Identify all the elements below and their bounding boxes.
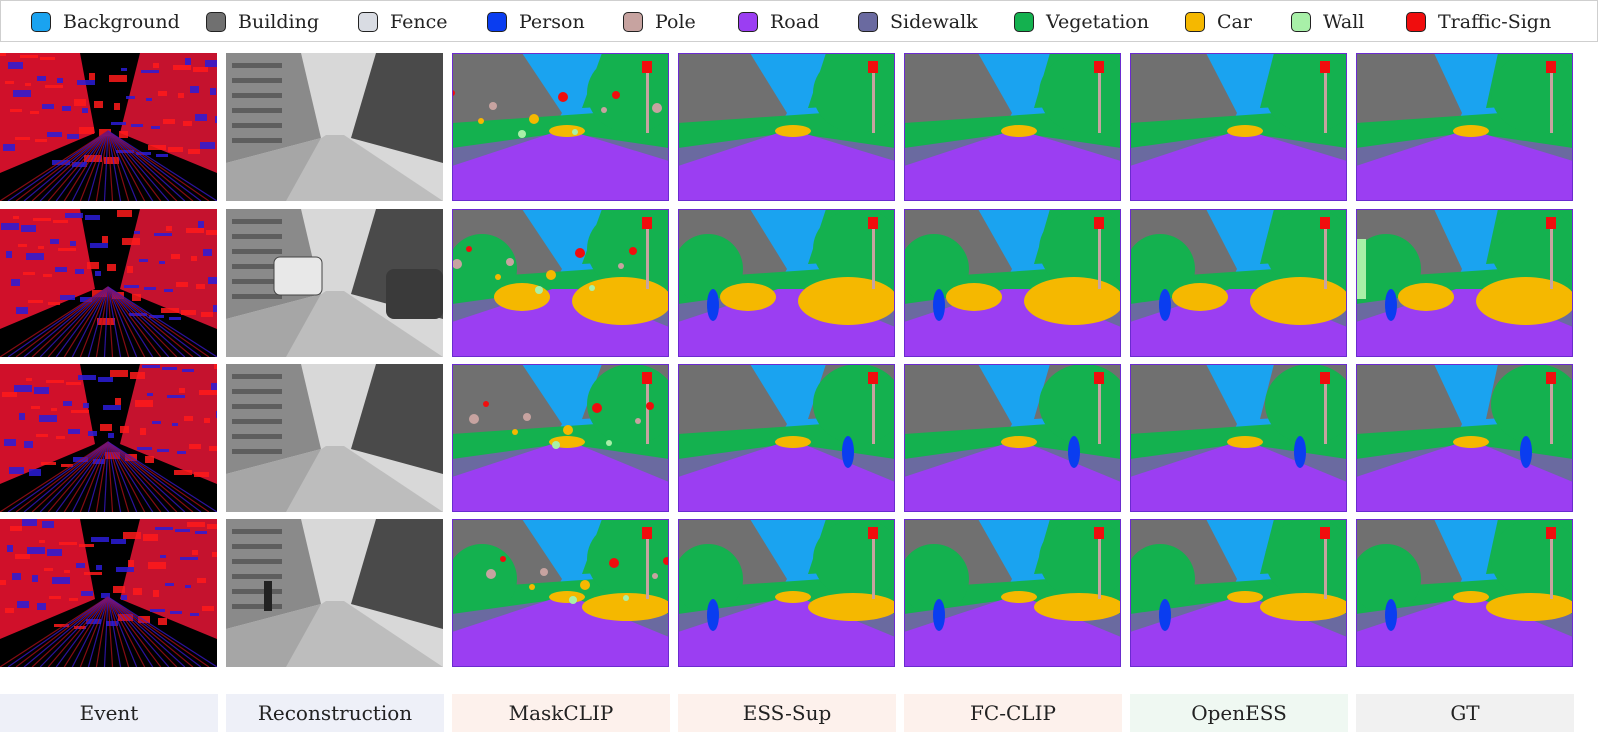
legend-label-building: Building xyxy=(238,11,319,33)
image-reconstruction-row-3 xyxy=(226,364,443,512)
panel-gt-row-3 xyxy=(1356,364,1573,512)
column-label-event: Event xyxy=(0,694,218,732)
image-ess-sup-row-1 xyxy=(678,53,895,201)
legend-label-road: Road xyxy=(770,11,820,33)
image-gt-row-1 xyxy=(1356,53,1573,201)
legend-item-building: Building xyxy=(206,1,319,43)
panel-gt-row-4 xyxy=(1356,519,1573,667)
legend-swatch-road xyxy=(738,12,758,32)
legend-label-fence: Fence xyxy=(390,11,448,33)
column-label-fc-clip: FC-CLIP xyxy=(904,694,1122,732)
column-label-openess: OpenESS xyxy=(1130,694,1348,732)
image-gt-row-3 xyxy=(1356,364,1573,512)
panel-openess-row-2 xyxy=(1130,209,1347,357)
column-label-ess-sup: ESS-Sup xyxy=(678,694,896,732)
image-maskclip-row-1 xyxy=(452,53,669,201)
image-openess-row-1 xyxy=(1130,53,1347,201)
panel-fc-clip-row-4 xyxy=(904,519,1121,667)
image-event-row-4 xyxy=(0,519,217,667)
panel-ess-sup-row-2 xyxy=(678,209,895,357)
panel-event-row-3 xyxy=(0,364,217,512)
panel-openess-row-3 xyxy=(1130,364,1347,512)
image-gt-row-4 xyxy=(1356,519,1573,667)
panel-maskclip-row-3 xyxy=(452,364,669,512)
legend-item-traffic-sign: Traffic-Sign xyxy=(1406,1,1551,43)
panel-fc-clip-row-3 xyxy=(904,364,1121,512)
panel-fc-clip-row-1 xyxy=(904,53,1121,201)
column-label-reconstruction: Reconstruction xyxy=(226,694,444,732)
panel-ess-sup-row-3 xyxy=(678,364,895,512)
image-maskclip-row-2 xyxy=(452,209,669,357)
panel-event-row-4 xyxy=(0,519,217,667)
image-fc-clip-row-3 xyxy=(904,364,1121,512)
panel-reconstruction-row-4 xyxy=(226,519,443,667)
legend-swatch-traffic-sign xyxy=(1406,12,1426,32)
column-label-gt: GT xyxy=(1356,694,1574,732)
legend-label-pole: Pole xyxy=(655,11,696,33)
legend-item-pole: Pole xyxy=(623,1,696,43)
legend-item-sidewalk: Sidewalk xyxy=(858,1,978,43)
image-openess-row-4 xyxy=(1130,519,1347,667)
panel-maskclip-row-4 xyxy=(452,519,669,667)
panel-ess-sup-row-1 xyxy=(678,53,895,201)
panel-openess-row-4 xyxy=(1130,519,1347,667)
legend-item-vegetation: Vegetation xyxy=(1014,1,1149,43)
panel-event-row-2 xyxy=(0,209,217,357)
legend-label-background: Background xyxy=(63,11,180,33)
image-fc-clip-row-4 xyxy=(904,519,1121,667)
image-openess-row-2 xyxy=(1130,209,1347,357)
legend-swatch-background xyxy=(31,12,51,32)
legend-item-fence: Fence xyxy=(358,1,448,43)
legend-swatch-pole xyxy=(623,12,643,32)
legend-label-vegetation: Vegetation xyxy=(1046,11,1149,33)
column-label-maskclip: MaskCLIP xyxy=(452,694,670,732)
panel-maskclip-row-2 xyxy=(452,209,669,357)
image-fc-clip-row-1 xyxy=(904,53,1121,201)
legend-label-traffic-sign: Traffic-Sign xyxy=(1438,11,1552,33)
legend-swatch-car xyxy=(1185,12,1205,32)
panel-fc-clip-row-2 xyxy=(904,209,1121,357)
image-fc-clip-row-2 xyxy=(904,209,1121,357)
image-event-row-3 xyxy=(0,364,217,512)
panel-ess-sup-row-4 xyxy=(678,519,895,667)
panel-openess-row-1 xyxy=(1130,53,1347,201)
image-maskclip-row-3 xyxy=(452,364,669,512)
panel-gt-row-2 xyxy=(1356,209,1573,357)
image-ess-sup-row-3 xyxy=(678,364,895,512)
image-openess-row-3 xyxy=(1130,364,1347,512)
panel-event-row-1 xyxy=(0,53,217,201)
image-reconstruction-row-1 xyxy=(226,53,443,201)
legend-swatch-wall xyxy=(1291,12,1311,32)
legend-label-person: Person xyxy=(519,11,585,33)
legend-item-person: Person xyxy=(487,1,585,43)
legend: Background Building Fence Person Pole Ro… xyxy=(0,0,1598,42)
legend-swatch-person xyxy=(487,12,507,32)
panel-gt-row-1 xyxy=(1356,53,1573,201)
legend-swatch-sidewalk xyxy=(858,12,878,32)
image-gt-row-2 xyxy=(1356,209,1573,357)
legend-item-road: Road xyxy=(738,1,819,43)
legend-label-wall: Wall xyxy=(1323,11,1365,33)
legend-item-car: Car xyxy=(1185,1,1252,43)
image-ess-sup-row-4 xyxy=(678,519,895,667)
legend-label-car: Car xyxy=(1217,11,1252,33)
legend-swatch-fence xyxy=(358,12,378,32)
legend-item-background: Background xyxy=(31,1,180,43)
image-event-row-2 xyxy=(0,209,217,357)
legend-item-wall: Wall xyxy=(1291,1,1364,43)
panel-maskclip-row-1 xyxy=(452,53,669,201)
image-maskclip-row-4 xyxy=(452,519,669,667)
legend-swatch-vegetation xyxy=(1014,12,1034,32)
image-reconstruction-row-4 xyxy=(226,519,443,667)
image-event-row-1 xyxy=(0,53,217,201)
image-ess-sup-row-2 xyxy=(678,209,895,357)
panel-reconstruction-row-2 xyxy=(226,209,443,357)
legend-label-sidewalk: Sidewalk xyxy=(890,11,978,33)
image-reconstruction-row-2 xyxy=(226,209,443,357)
legend-swatch-building xyxy=(206,12,226,32)
panel-reconstruction-row-3 xyxy=(226,364,443,512)
panel-reconstruction-row-1 xyxy=(226,53,443,201)
